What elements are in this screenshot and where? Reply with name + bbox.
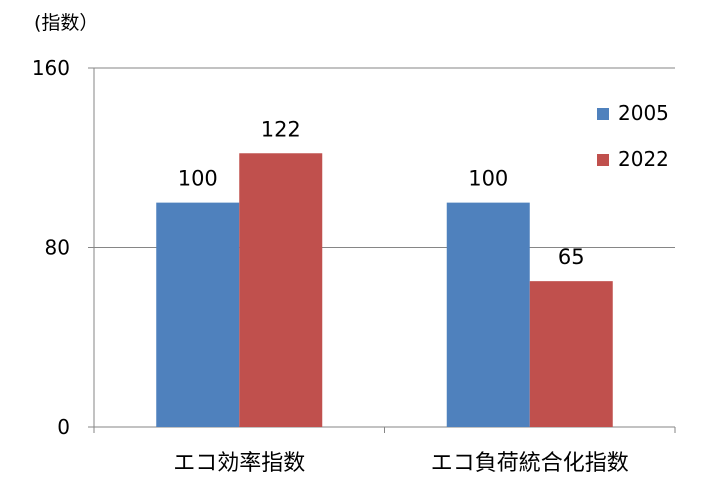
y-tick-label: 160 [32, 56, 70, 80]
y-tick-label: 0 [57, 415, 70, 439]
bar-2022-1 [239, 153, 323, 427]
y-axis-unit-label: (指数） [34, 12, 99, 34]
data-label: 100 [468, 167, 508, 191]
legend-swatch-2005 [597, 108, 609, 120]
legend-swatch-2022 [597, 154, 609, 166]
legend-label-2022: 2022 [618, 147, 669, 171]
data-label: 122 [261, 117, 301, 141]
data-label: 65 [558, 245, 585, 269]
x-category-label: エコ効率指数 [173, 451, 305, 476]
bar-2005-2 [446, 202, 530, 427]
x-category-label: エコ負荷統合化指数 [431, 451, 629, 476]
legend-label-2005: 2005 [618, 101, 669, 125]
y-tick-label: 80 [45, 236, 70, 260]
bar-2005-1 [156, 202, 240, 427]
bar-2022-2 [529, 281, 613, 427]
data-label: 100 [178, 167, 218, 191]
